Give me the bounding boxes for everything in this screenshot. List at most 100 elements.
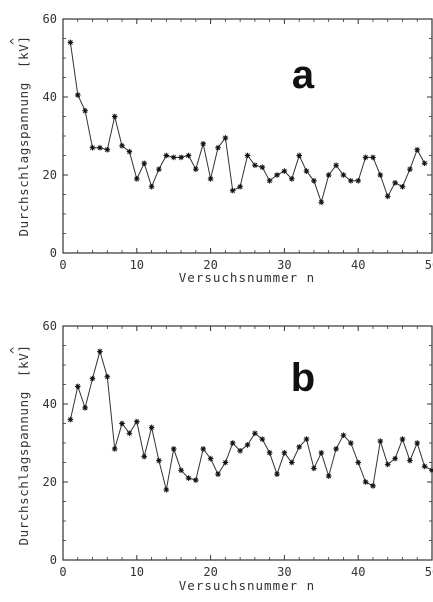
y-axis-unit: [kV]: [16, 344, 31, 377]
x-axis-label: Versuchsnummer n: [179, 578, 315, 593]
y-tick-label: 40: [43, 397, 57, 411]
data-point: [355, 459, 362, 466]
y-axis-title: Durchschlagspannung [kV] ^: [8, 35, 31, 236]
y-tick-label: 20: [43, 168, 57, 182]
data-point: [266, 178, 273, 184]
x-tick-labels: 0 10 20 30 40 50: [59, 258, 433, 272]
data-point: [178, 154, 184, 161]
x-tick-label: 50: [425, 565, 433, 579]
y-axis-unit: [kV]: [16, 35, 31, 68]
data-point: [67, 39, 74, 46]
x-tick-label: 50: [425, 258, 433, 272]
x-tick-label: 40: [351, 565, 365, 579]
x-tick-label: 0: [59, 258, 66, 272]
y-tick-label: 60: [43, 319, 57, 333]
data-point: [296, 152, 303, 159]
series-line-b: [69, 349, 433, 490]
data-point: [303, 436, 310, 442]
data-point: [244, 152, 251, 159]
x-tick-label: 20: [203, 258, 217, 272]
data-point: [141, 160, 147, 167]
data-point: [340, 432, 347, 439]
data-point: [362, 154, 369, 161]
data-point: [119, 143, 125, 149]
data-point: [170, 154, 177, 161]
plot-frame: [62, 18, 433, 254]
data-point: [318, 199, 325, 206]
data-point: [259, 164, 266, 170]
data-point: [318, 449, 325, 456]
data-point: [274, 172, 280, 178]
data-point: [384, 193, 391, 200]
x-tick-label: 30: [277, 258, 291, 272]
data-point: [281, 168, 288, 174]
y-axis-accent: ^: [8, 38, 22, 45]
x-axis-label: Versuchsnummer n: [179, 270, 315, 285]
data-point: [185, 475, 192, 481]
data-point: [429, 467, 433, 474]
series-markers-b: [67, 348, 433, 493]
data-point: [362, 479, 369, 485]
x-tick-label: 10: [130, 565, 144, 579]
data-point: [399, 436, 406, 442]
data-point: [377, 172, 384, 178]
x-tick-label: 20: [203, 565, 217, 579]
data-point: [274, 471, 280, 478]
data-point: [134, 176, 140, 182]
data-point: [421, 160, 428, 167]
y-tick-label: 0: [50, 553, 57, 567]
data-point: [229, 187, 236, 194]
data-point: [111, 113, 118, 120]
data-point: [407, 457, 413, 464]
chart-panel-a: 0 10 20 30 40 50 0 20 40 60 Versuchsnummer n Dur…: [8, 12, 433, 285]
data-point: [215, 144, 221, 151]
panel-label-b: b: [291, 356, 315, 400]
data-point: [407, 166, 413, 172]
data-point: [370, 483, 376, 489]
data-point: [89, 144, 96, 151]
data-point: [207, 455, 214, 462]
data-point: [222, 135, 229, 141]
data-point: [75, 383, 81, 390]
y-tick-label: 60: [43, 12, 57, 26]
data-point: [126, 430, 133, 437]
data-point: [163, 486, 170, 493]
data-point: [104, 373, 111, 380]
data-point: [288, 459, 295, 466]
data-point: [126, 148, 133, 155]
data-point: [156, 457, 162, 464]
data-point: [414, 146, 421, 153]
data-point: [325, 172, 332, 178]
data-point: [333, 162, 339, 169]
data-point: [67, 416, 74, 423]
data-point: [252, 162, 258, 169]
data-point: [141, 453, 147, 460]
data-point: [325, 473, 332, 479]
data-point: [370, 154, 376, 161]
data-point: [355, 178, 362, 184]
data-point: [148, 183, 155, 190]
data-point: [414, 440, 421, 446]
data-point: [156, 166, 162, 172]
series-markers-a: [67, 39, 428, 206]
data-point: [281, 449, 288, 456]
data-point: [82, 405, 88, 411]
data-point: [207, 176, 214, 182]
data-point: [185, 152, 192, 159]
data-point: [377, 438, 384, 444]
data-point: [89, 375, 96, 382]
x-tick-label: 0: [59, 565, 66, 579]
data-point: [311, 465, 317, 472]
chart-panel-b: 0 10 20 30 40 50 0 20 40 60 Versuchsnummer n Dur…: [8, 319, 433, 593]
tick-marks: [62, 325, 433, 561]
data-point: [333, 446, 339, 452]
svg-text:Durchschlagspannung [k: Durchschlagspannung [kV]: [16, 35, 31, 236]
data-point: [200, 446, 206, 452]
tick-marks: [62, 18, 433, 254]
data-point: [111, 446, 118, 452]
data-point: [163, 152, 170, 159]
data-point: [119, 420, 125, 427]
data-point: [303, 168, 310, 174]
data-point: [75, 92, 81, 98]
